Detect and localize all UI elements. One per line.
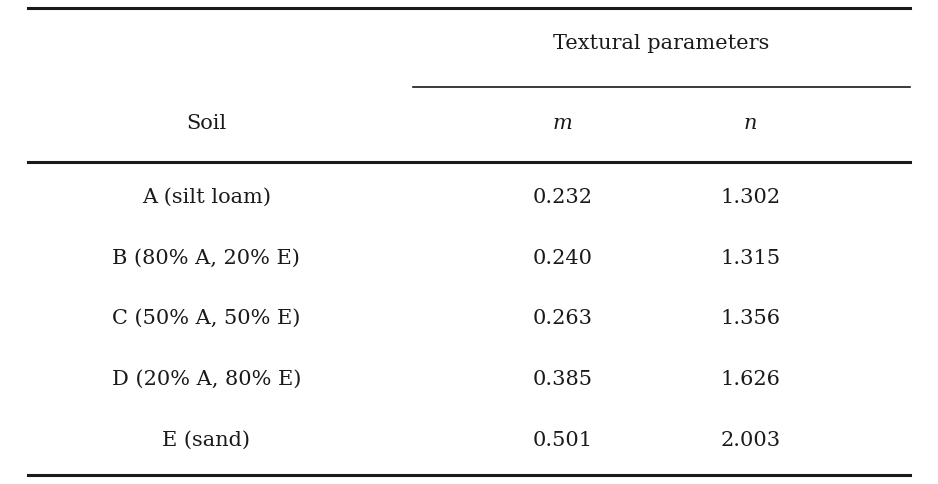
Text: 1.315: 1.315 [720,248,780,268]
Text: B (80% A, 20% E): B (80% A, 20% E) [113,248,300,268]
Text: Soil: Soil [187,114,226,133]
Text: A (silt loam): A (silt loam) [142,188,271,207]
Text: 0.385: 0.385 [533,370,593,389]
Text: E (sand): E (sand) [162,431,250,450]
Text: 2.003: 2.003 [720,431,780,450]
Text: 0.232: 0.232 [533,188,593,207]
Text: Textural parameters: Textural parameters [553,34,769,53]
Text: 1.626: 1.626 [720,370,780,389]
Text: n: n [744,114,757,133]
Text: 0.501: 0.501 [533,431,593,450]
Text: m: m [552,114,573,133]
Text: C (50% A, 50% E): C (50% A, 50% E) [113,309,300,328]
Text: 0.240: 0.240 [533,248,593,268]
Text: 1.302: 1.302 [720,188,780,207]
Text: 1.356: 1.356 [720,309,780,328]
Text: 0.263: 0.263 [533,309,593,328]
Text: D (20% A, 80% E): D (20% A, 80% E) [112,370,301,389]
